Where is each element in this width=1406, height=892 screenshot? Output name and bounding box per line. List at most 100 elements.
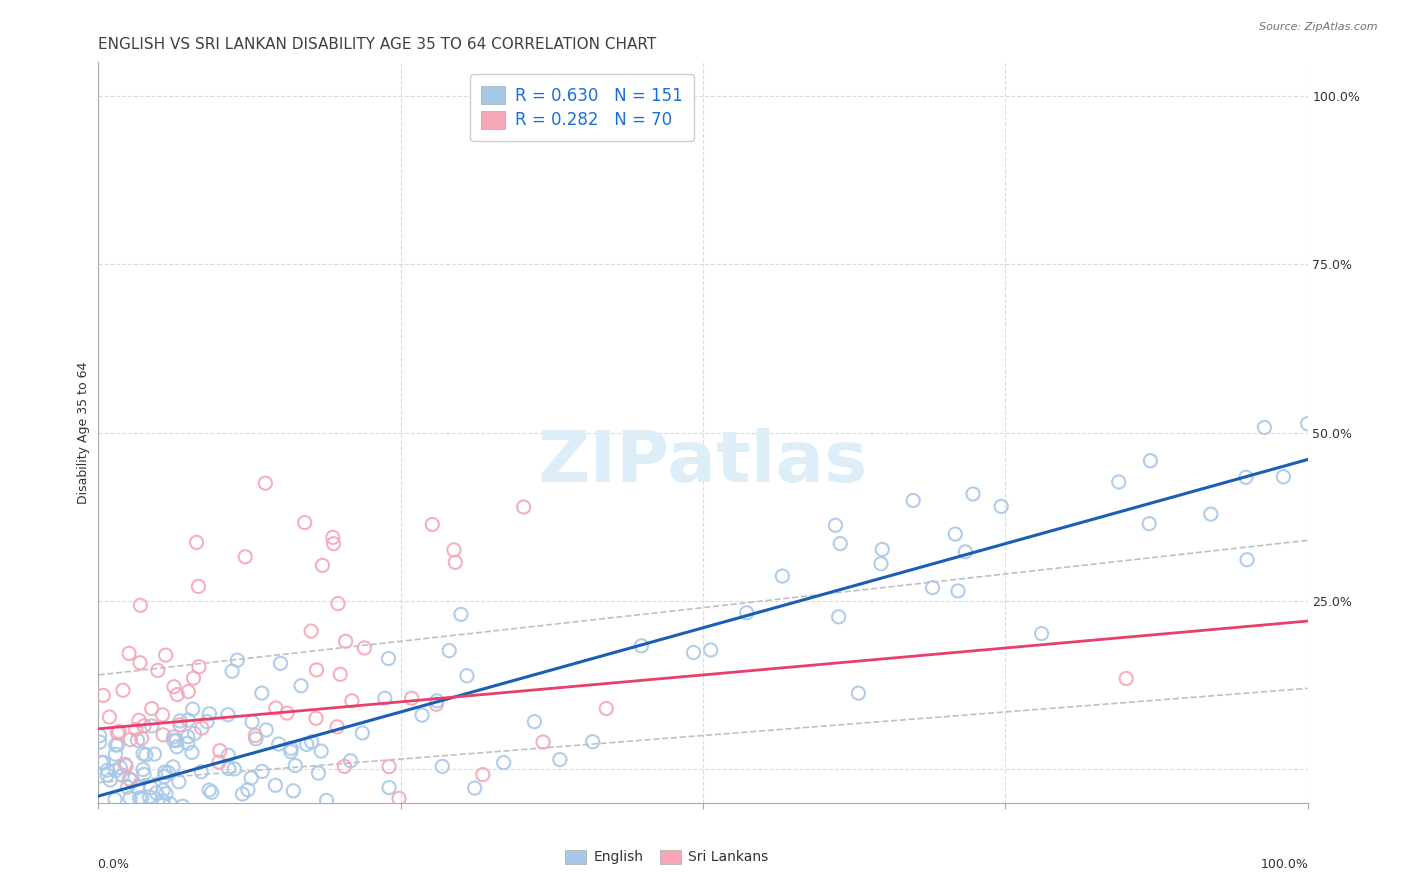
Point bbox=[276, 706, 298, 720]
Point bbox=[152, 794, 174, 808]
Point bbox=[425, 698, 447, 712]
Point bbox=[209, 816, 232, 830]
Point bbox=[1031, 626, 1053, 640]
Point bbox=[132, 767, 155, 781]
Point bbox=[411, 708, 433, 723]
Point bbox=[366, 805, 388, 819]
Point bbox=[322, 531, 344, 545]
Point bbox=[111, 768, 134, 782]
Point bbox=[218, 762, 240, 776]
Point bbox=[444, 555, 467, 569]
Point bbox=[1137, 516, 1160, 531]
Point bbox=[224, 762, 246, 776]
Point bbox=[246, 815, 269, 830]
Point bbox=[226, 653, 249, 667]
Point bbox=[426, 694, 449, 708]
Point bbox=[284, 758, 307, 772]
Point bbox=[115, 759, 138, 773]
Point bbox=[143, 816, 166, 830]
Point bbox=[309, 744, 332, 758]
Point bbox=[96, 816, 118, 830]
Point bbox=[107, 726, 129, 740]
Point bbox=[118, 646, 141, 660]
Point bbox=[294, 516, 316, 530]
Point bbox=[254, 723, 277, 737]
Point bbox=[990, 500, 1012, 514]
Point bbox=[523, 714, 546, 729]
Point bbox=[464, 780, 486, 795]
Point bbox=[195, 714, 218, 729]
Point bbox=[333, 759, 356, 773]
Point bbox=[595, 701, 617, 715]
Point bbox=[97, 816, 120, 830]
Point bbox=[142, 816, 165, 830]
Point bbox=[160, 816, 183, 830]
Point bbox=[157, 765, 180, 780]
Point bbox=[90, 756, 112, 770]
Point bbox=[159, 797, 181, 811]
Point bbox=[166, 688, 188, 702]
Point bbox=[117, 780, 139, 795]
Point bbox=[962, 487, 984, 501]
Point bbox=[208, 816, 231, 830]
Point bbox=[630, 639, 652, 653]
Point bbox=[283, 784, 305, 798]
Point bbox=[420, 517, 443, 532]
Text: Source: ZipAtlas.com: Source: ZipAtlas.com bbox=[1260, 22, 1378, 32]
Point bbox=[352, 726, 374, 740]
Point bbox=[315, 793, 337, 807]
Point bbox=[96, 768, 118, 782]
Point bbox=[125, 804, 148, 818]
Point bbox=[177, 808, 200, 822]
Point bbox=[162, 760, 184, 774]
Point bbox=[186, 535, 208, 549]
Point bbox=[114, 757, 136, 772]
Point bbox=[531, 735, 554, 749]
Point bbox=[111, 683, 134, 698]
Point bbox=[243, 809, 266, 823]
Point bbox=[264, 778, 287, 792]
Point bbox=[943, 527, 966, 541]
Point bbox=[280, 741, 302, 756]
Point bbox=[94, 816, 117, 830]
Point bbox=[98, 710, 121, 724]
Point bbox=[96, 763, 118, 777]
Point bbox=[89, 729, 111, 743]
Point bbox=[146, 664, 169, 678]
Text: ZIPatlas: ZIPatlas bbox=[538, 428, 868, 497]
Point bbox=[105, 816, 128, 830]
Point bbox=[191, 721, 214, 735]
Point bbox=[153, 765, 176, 780]
Point bbox=[129, 656, 152, 670]
Point bbox=[870, 542, 893, 557]
Point bbox=[166, 733, 188, 747]
Point bbox=[89, 735, 111, 749]
Point bbox=[299, 624, 322, 638]
Point bbox=[295, 738, 318, 752]
Point bbox=[221, 664, 243, 678]
Point bbox=[432, 759, 454, 773]
Point bbox=[339, 754, 361, 768]
Point bbox=[233, 549, 256, 564]
Point bbox=[208, 744, 231, 758]
Point bbox=[311, 558, 333, 573]
Point bbox=[245, 729, 267, 743]
Point bbox=[135, 747, 157, 762]
Point bbox=[374, 691, 396, 706]
Point bbox=[378, 759, 401, 773]
Point bbox=[1253, 420, 1275, 434]
Point bbox=[439, 643, 461, 657]
Point bbox=[231, 787, 253, 801]
Point bbox=[946, 583, 969, 598]
Point bbox=[104, 738, 127, 752]
Point bbox=[160, 813, 183, 827]
Point bbox=[824, 518, 846, 533]
Point bbox=[335, 634, 357, 648]
Point bbox=[471, 767, 494, 781]
Point bbox=[270, 657, 292, 671]
Point bbox=[301, 735, 323, 749]
Point bbox=[270, 816, 292, 830]
Point bbox=[128, 790, 150, 805]
Point bbox=[162, 733, 184, 747]
Point bbox=[172, 799, 194, 814]
